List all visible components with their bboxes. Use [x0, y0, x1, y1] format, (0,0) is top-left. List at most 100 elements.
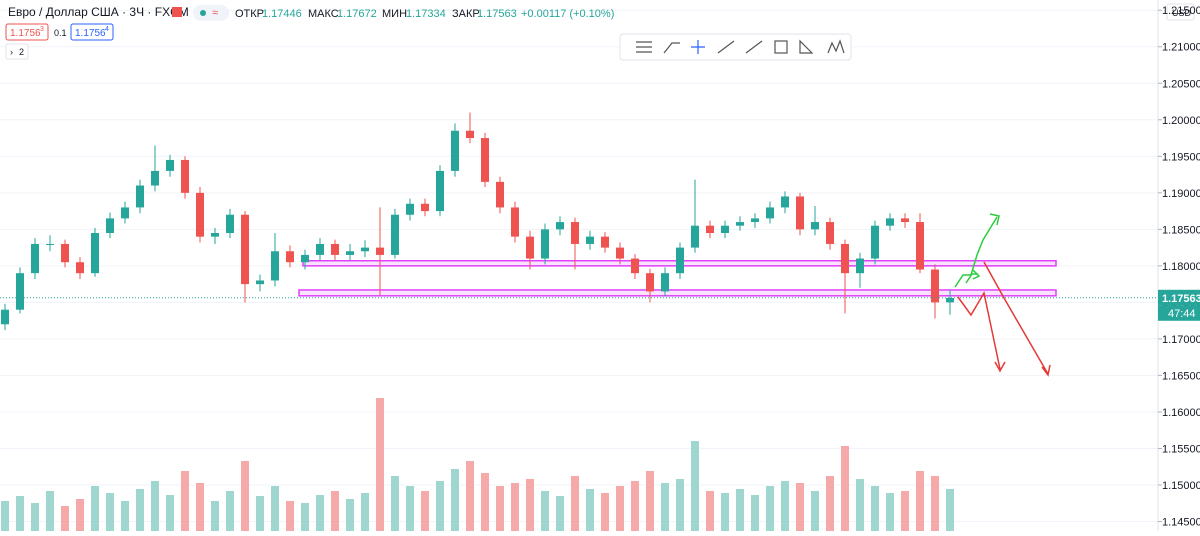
y-tick-label: 1.18500: [1162, 224, 1200, 236]
volume-bar: [91, 486, 99, 531]
volume-bar: [46, 491, 54, 531]
y-tick-label: 1.14500: [1162, 517, 1200, 529]
volume-bar: [211, 501, 219, 531]
price-badge: [1158, 289, 1200, 306]
red-arrow-big: [983, 261, 1051, 377]
currency: USD: [1172, 8, 1192, 18]
candle-body: [901, 218, 909, 223]
candle-body: [451, 130, 459, 171]
candle-body: [436, 170, 444, 212]
collapse-arrow: ›: [10, 47, 13, 57]
candle-body: [61, 243, 69, 263]
low-label: МИН: [382, 8, 407, 20]
volume-bar: [511, 483, 519, 531]
candle-body: [496, 181, 504, 208]
candle-body: [361, 247, 369, 252]
candle-body: [151, 170, 159, 186]
volume-bar: [721, 493, 729, 531]
countdown: 47:44: [1168, 308, 1196, 320]
y-tick-label: 1.19500: [1162, 151, 1200, 163]
volume-bar: [361, 493, 369, 531]
volume-bar: [316, 495, 324, 531]
candle-body: [751, 218, 759, 223]
volume-bar: [1, 501, 9, 531]
volume-bar: [421, 491, 429, 531]
candle-body: [241, 214, 249, 285]
toolbar-bg: [619, 33, 852, 61]
volume-bar: [436, 481, 444, 531]
flag[interactable]: [172, 7, 182, 17]
candle-body: [376, 247, 384, 255]
y-tick-label: 1.16000: [1162, 407, 1200, 419]
y-tick-label: 1.19000: [1162, 188, 1200, 200]
volume-bar: [811, 491, 819, 531]
volume-bar: [676, 479, 684, 531]
volume-bar: [286, 501, 294, 531]
candle-body: [856, 258, 864, 274]
candle-body: [286, 251, 294, 263]
y-tick-label: 1.18000: [1162, 261, 1200, 273]
volume-bar: [586, 489, 594, 531]
volume-bar: [16, 496, 24, 531]
spread: 0.1: [54, 28, 67, 38]
collapse-button[interactable]: [5, 43, 29, 60]
candle-body: [676, 247, 684, 274]
volume-bar: [226, 491, 234, 531]
candle-body: [691, 225, 699, 248]
volume-bar: [151, 481, 159, 531]
symbol[interactable]: Евро / Доллар США · 3Ч · FXCM: [8, 5, 189, 19]
y-tick-label: 1.17000: [1162, 334, 1200, 346]
y-tick-label: 1.21500: [1162, 5, 1200, 17]
candle-body: [421, 203, 429, 212]
candle-body: [106, 218, 114, 233]
currency-button[interactable]: [1166, 3, 1195, 21]
candle-body: [646, 273, 654, 292]
annotations: [954, 213, 1051, 377]
volume-bar: [946, 489, 954, 531]
candle-body: [946, 298, 954, 303]
tool-cross[interactable]: [691, 40, 705, 54]
green-arrow-small: [965, 269, 981, 284]
candle-body: [31, 243, 39, 274]
candle-body: [121, 207, 129, 219]
volume-bar: [571, 476, 579, 531]
volume-bar: [556, 496, 564, 531]
tool-lines[interactable]: [636, 41, 652, 53]
tool-pen[interactable]: [663, 42, 680, 54]
volume-bar: [871, 486, 879, 531]
open-value: 1.17446: [262, 8, 302, 20]
price-label: 1.17563: [1162, 293, 1200, 305]
candle-body: [406, 203, 414, 215]
candle-body: [466, 130, 474, 139]
volume-bar: [796, 483, 804, 531]
countdown-badge: [1158, 305, 1200, 321]
candle-body: [211, 232, 219, 237]
tool-pattern[interactable]: [827, 39, 845, 54]
high-label: МАКС: [308, 8, 339, 20]
volume-bar: [31, 503, 39, 531]
candle-body: [601, 236, 609, 248]
candle-body: [511, 207, 519, 237]
candle-body: [301, 254, 309, 263]
volume-bar: [391, 476, 399, 531]
volume-bar: [856, 479, 864, 531]
buy-price: 1.1756: [75, 28, 106, 39]
tool-ray[interactable]: [745, 40, 763, 54]
volume-bar: [166, 495, 174, 531]
volume-bar: [661, 483, 669, 531]
sell-button[interactable]: [5, 23, 49, 41]
change: +0.00117 (+0.10%): [521, 8, 614, 20]
y-tick-label: 1.15000: [1162, 480, 1200, 492]
tool-rect[interactable]: [774, 40, 788, 54]
y-tick-label: 1.21000: [1162, 42, 1200, 54]
volume-bar: [106, 493, 114, 531]
volume-bar: [886, 493, 894, 531]
volume-bar: [376, 398, 384, 531]
buy-button[interactable]: [70, 23, 114, 41]
candle-body: [541, 229, 549, 259]
tool-trend[interactable]: [717, 40, 735, 54]
candle-body: [166, 159, 174, 171]
tool-triangle[interactable]: [799, 39, 814, 54]
volume-bar: [181, 471, 189, 531]
volume-bar: [781, 481, 789, 531]
